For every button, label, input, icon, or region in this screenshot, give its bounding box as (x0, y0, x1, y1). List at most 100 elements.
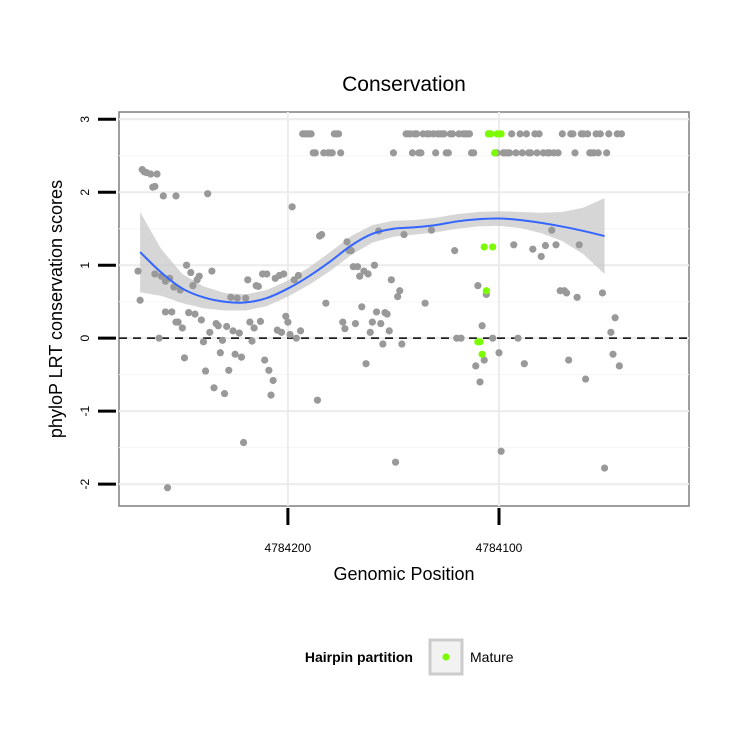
data-point (161, 308, 170, 316)
data-point (516, 130, 524, 138)
data-point (318, 230, 326, 239)
y-axis-title: phyloP LRT conservation scores (46, 180, 66, 438)
data-point (351, 319, 360, 328)
data-point (216, 349, 224, 357)
x-axis-title: Genomic Position (333, 564, 474, 584)
data-point (210, 384, 218, 392)
data-point (368, 318, 376, 326)
data-point (172, 192, 180, 200)
data-point (398, 340, 406, 348)
data-point (609, 350, 617, 358)
data-point (573, 293, 581, 301)
data-point (294, 271, 303, 280)
data-point-mature (480, 243, 488, 251)
plot-border (118, 111, 690, 507)
data-point (178, 324, 186, 332)
data-point (227, 293, 235, 301)
data-point (155, 334, 163, 342)
data-point (151, 270, 159, 278)
y-tick-label: 2 (78, 189, 92, 196)
data-point (569, 130, 577, 138)
y-tick-label: -2 (78, 478, 92, 489)
data-point (370, 261, 379, 269)
data-point (605, 130, 613, 138)
data-point (372, 308, 381, 316)
plot-panel (118, 111, 690, 507)
data-point (457, 334, 465, 342)
data-point (451, 247, 459, 255)
data-point (514, 334, 522, 342)
data-point (448, 130, 457, 138)
data-point (476, 378, 484, 386)
data-point (174, 318, 182, 326)
data-point (214, 322, 222, 330)
data-point (182, 261, 191, 269)
data-point (364, 270, 372, 278)
data-point (288, 203, 296, 211)
data-point (389, 149, 398, 157)
data-point (322, 299, 330, 307)
data-point (250, 324, 258, 332)
data-point (387, 276, 395, 284)
data-point (522, 130, 531, 138)
data-point (307, 130, 315, 138)
data-point (189, 282, 197, 290)
data-point (337, 149, 345, 157)
data-point (617, 130, 626, 138)
data-point (480, 356, 488, 364)
data-point (248, 337, 256, 345)
data-point (201, 367, 210, 375)
data-point-mature (478, 350, 486, 358)
data-point (366, 328, 374, 336)
data-point (229, 327, 237, 335)
data-point (334, 130, 343, 138)
data-point (552, 241, 560, 249)
data-point (396, 287, 404, 295)
data-point (400, 230, 408, 239)
data-point (239, 438, 248, 447)
data-point (265, 366, 273, 374)
data-point (311, 149, 319, 157)
data-point (180, 354, 189, 362)
data-point (153, 170, 161, 178)
data-point (218, 336, 227, 344)
data-point (505, 149, 514, 157)
legend-title: Hairpin partition (305, 649, 413, 665)
y-tick-label: 1 (78, 262, 92, 269)
data-point (444, 149, 452, 157)
data-point (440, 130, 448, 138)
data-point (377, 319, 385, 328)
x-axis: 4784200 4784100 (265, 508, 523, 555)
data-point (541, 241, 550, 250)
data-point (537, 252, 545, 261)
data-point (535, 130, 543, 138)
data-point (195, 272, 203, 280)
data-point (296, 327, 305, 335)
data-point (199, 338, 208, 346)
data-point (558, 130, 566, 138)
data-point (269, 376, 277, 385)
data-point (185, 309, 193, 317)
data-point (168, 308, 176, 316)
y-tick-label: 0 (78, 335, 92, 342)
data-point (512, 149, 520, 157)
data-point (478, 322, 486, 330)
data-point (225, 366, 233, 374)
data-point (518, 149, 526, 157)
data-point-mature (482, 287, 490, 295)
data-point (362, 360, 370, 368)
data-point (233, 294, 241, 302)
legend-label-mature: Mature (470, 649, 514, 665)
y-tick-label: -1 (78, 405, 92, 416)
confidence-band (140, 198, 605, 311)
points-other (134, 130, 626, 492)
data-point (611, 314, 619, 322)
data-point (208, 267, 216, 275)
data-point (594, 149, 602, 157)
data-point (356, 272, 364, 280)
data-point (408, 149, 417, 157)
data-point-mature (497, 130, 505, 138)
data-point (277, 328, 286, 336)
data-point (223, 322, 231, 331)
data-point (256, 317, 265, 326)
